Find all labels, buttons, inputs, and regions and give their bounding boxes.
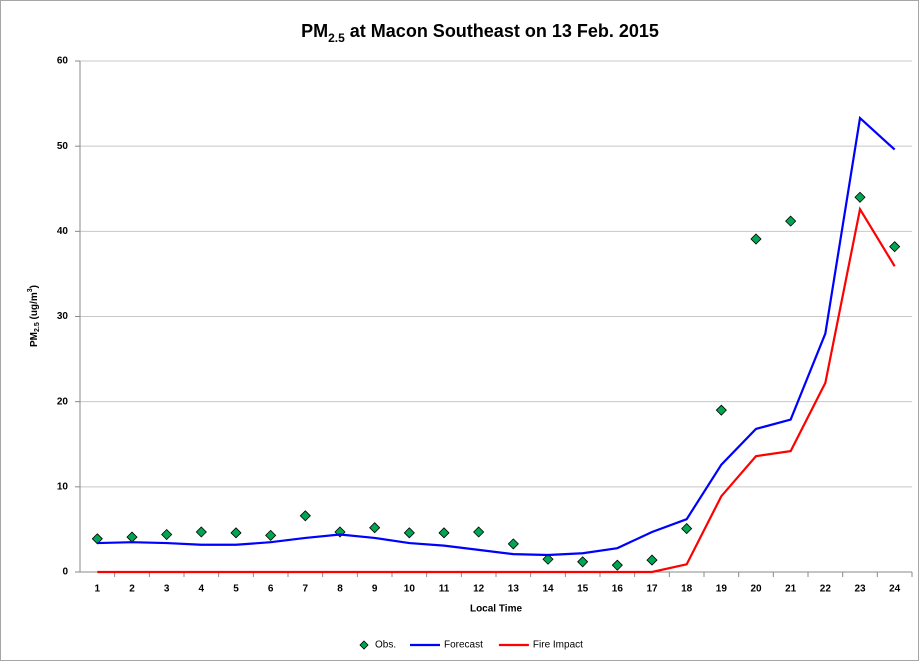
x-tick-label: 8 [337, 584, 343, 595]
x-tick-label: 23 [854, 584, 866, 595]
y-tick-label: 60 [57, 56, 69, 67]
x-axis-label: Local Time [470, 604, 522, 615]
title-subscript: 2.5 [328, 31, 345, 45]
obs-marker [577, 556, 589, 568]
y-label-part: PM [29, 332, 40, 347]
legend-label: Forecast [444, 640, 483, 651]
legend-label: Obs. [375, 640, 396, 651]
obs-marker [91, 533, 103, 545]
obs-marker [299, 510, 311, 522]
x-tick-label: 12 [473, 584, 485, 595]
obs-marker [611, 559, 623, 571]
obs-marker [889, 241, 901, 253]
x-tick-label: 11 [439, 584, 450, 595]
x-tick-label: 5 [233, 584, 239, 595]
obs-marker [854, 191, 866, 203]
x-tick-label: 9 [372, 584, 378, 595]
y-tick-label: 50 [57, 141, 69, 152]
obs-marker [646, 554, 658, 566]
y-axis-label: PM2.5 (ug/m3) [27, 285, 41, 347]
legend-label: Fire Impact [533, 640, 583, 651]
x-tick-label: 16 [612, 584, 624, 595]
obs-marker [473, 526, 485, 538]
x-tick-label: 20 [750, 584, 762, 595]
obs-marker [542, 553, 554, 565]
obs-marker [265, 529, 277, 541]
obs-marker [681, 522, 693, 535]
obs-marker [785, 215, 797, 227]
obs-marker [438, 527, 450, 539]
obs-marker [161, 528, 173, 541]
x-tick-label: 14 [542, 584, 554, 595]
obs-marker [369, 522, 381, 534]
y-tick-label: 20 [57, 396, 69, 407]
x-tick-label: 19 [716, 584, 728, 595]
y-label-part: ) [29, 285, 40, 288]
x-tick-label: 1 [95, 584, 101, 595]
title-part: PM [301, 21, 328, 41]
obs-marker [715, 404, 727, 416]
x-tick-label: 24 [889, 584, 901, 595]
obs-marker [403, 527, 415, 539]
y-label-part: (ug/m [29, 292, 40, 322]
x-tick-label: 4 [199, 584, 205, 595]
x-tick-label: 6 [268, 584, 274, 595]
x-tick-label: 21 [785, 584, 797, 595]
x-tick-label: 18 [681, 584, 693, 595]
obs-marker [750, 233, 762, 245]
y-tick-label: 30 [57, 311, 69, 322]
series-line [97, 206, 896, 574]
x-tick-label: 3 [164, 584, 170, 595]
y-label-superscript: 3 [27, 288, 34, 292]
x-tick-label: 13 [508, 584, 520, 595]
obs-marker [195, 526, 207, 538]
obs-marker [230, 527, 242, 539]
series-line [97, 115, 896, 557]
x-tick-label: 17 [646, 584, 658, 595]
y-tick-label: 0 [62, 567, 68, 578]
x-tick-label: 15 [577, 584, 589, 595]
legend-marker [359, 640, 369, 650]
y-tick-label: 40 [57, 226, 69, 237]
x-tick-label: 10 [404, 584, 416, 595]
title-part: at Macon Southeast on 13 Feb. 2015 [345, 21, 659, 41]
x-tick-label: 2 [129, 584, 135, 595]
x-tick-label: 22 [820, 584, 832, 595]
chart-title: PM2.5 at Macon Southeast on 13 Feb. 2015 [301, 21, 659, 45]
y-label-subscript: 2.5 [34, 322, 41, 332]
obs-marker [507, 538, 519, 550]
x-tick-label: 7 [303, 584, 309, 595]
y-tick-label: 10 [57, 481, 69, 492]
